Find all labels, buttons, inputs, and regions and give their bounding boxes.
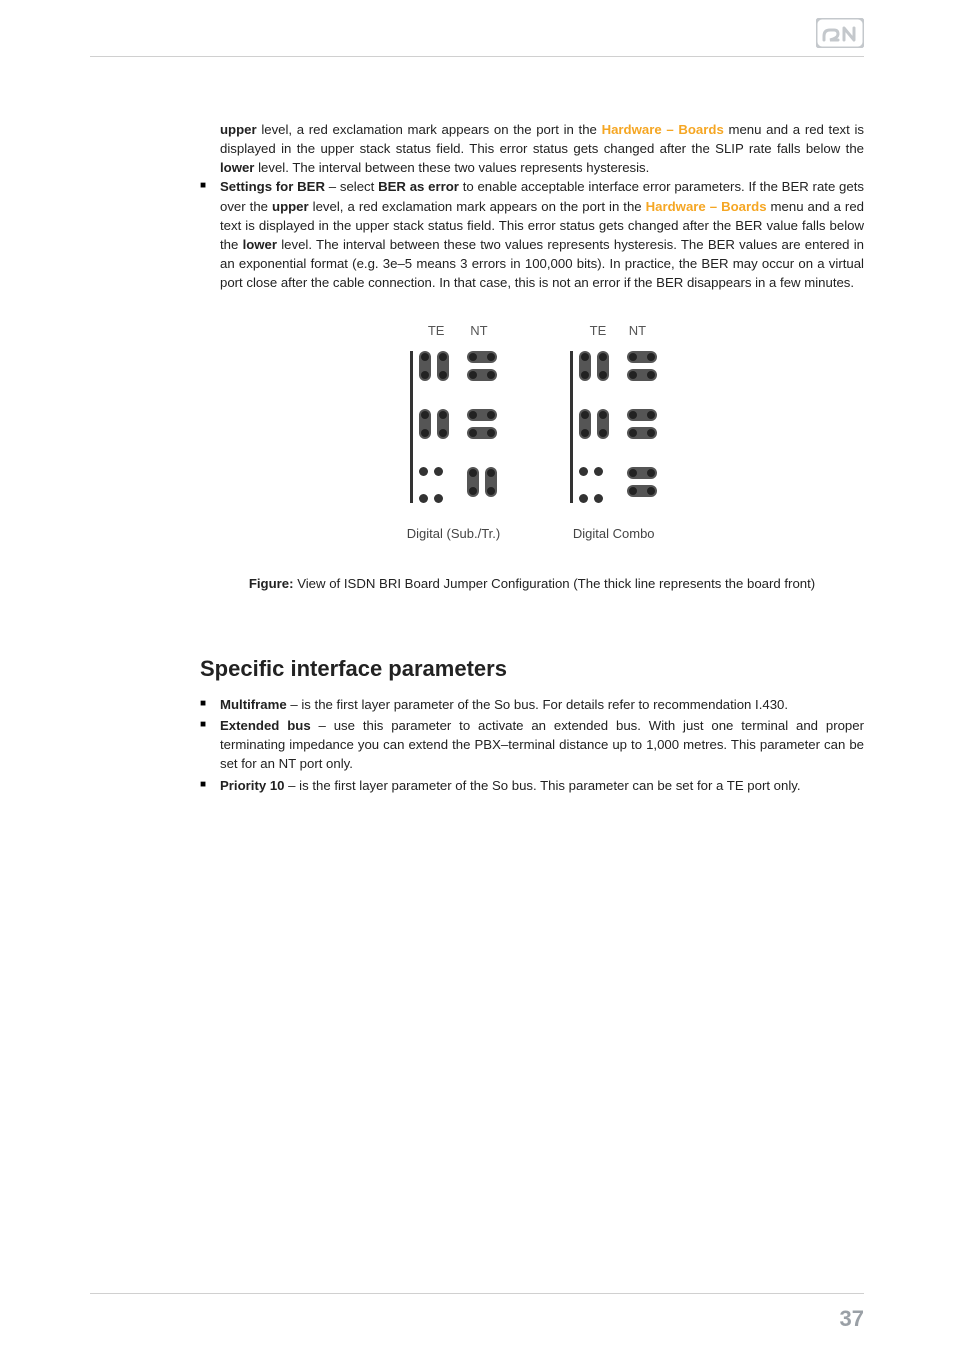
- menu-ref: Hardware – Boards: [602, 122, 724, 137]
- footer-divider: [90, 1293, 864, 1294]
- text-bold: lower: [243, 237, 277, 252]
- text: level, a red exclamation mark appears on…: [309, 199, 646, 214]
- paragraph-continuation: upper level, a red exclamation mark appe…: [200, 120, 864, 177]
- menu-ref: Hardware – Boards: [646, 199, 767, 214]
- text-bold: Priority 10: [220, 778, 285, 793]
- bullet-item-multiframe: Multiframe – is the first layer paramete…: [200, 695, 864, 714]
- board-digital-combo: TE NT: [570, 322, 657, 544]
- board-caption: Digital (Sub./Tr.): [407, 525, 500, 544]
- text: – is the first layer parameter of the So…: [285, 778, 801, 793]
- text: level. The interval between these two va…: [254, 160, 649, 175]
- jumper-diagram: TE NT: [200, 322, 864, 544]
- text-bold: upper: [272, 199, 309, 214]
- figure-text: View of ISDN BRI Board Jumper Configurat…: [294, 576, 816, 591]
- board-digital-sub-tr: TE NT: [407, 322, 500, 544]
- label-te: TE: [415, 322, 458, 341]
- bullet-item-priority-10: Priority 10 – is the first layer paramet…: [200, 776, 864, 795]
- page-content: upper level, a red exclamation mark appe…: [200, 120, 864, 797]
- board-caption: Digital Combo: [573, 525, 655, 544]
- bullet-item-ber: Settings for BER – select BER as error t…: [200, 177, 864, 292]
- bullet-item-extended-bus: Extended bus – use this parameter to act…: [200, 716, 864, 773]
- figure-label: Figure:: [249, 576, 294, 591]
- text: level. The interval between these two va…: [220, 237, 864, 290]
- label-te: TE: [578, 322, 618, 341]
- page-number: 37: [840, 1306, 864, 1332]
- header-divider: [90, 56, 864, 57]
- text-bold: lower: [220, 160, 254, 175]
- brand-logo: [816, 18, 864, 53]
- text-bold: Multiframe: [220, 697, 287, 712]
- section-heading: Specific interface parameters: [200, 653, 864, 685]
- text-bold: Settings for BER: [220, 179, 325, 194]
- label-nt: NT: [458, 322, 501, 341]
- text: level, a red exclamation mark appears on…: [257, 122, 602, 137]
- text-bold: Extended bus: [220, 718, 311, 733]
- text-bold: upper: [220, 122, 257, 137]
- board-front-bar: [570, 351, 573, 503]
- board-front-bar: [410, 351, 413, 503]
- label-nt: NT: [618, 322, 658, 341]
- text: – select: [325, 179, 378, 194]
- text: – use this parameter to activate an exte…: [220, 718, 864, 771]
- text: – is the first layer parameter of the So…: [287, 697, 788, 712]
- figure-caption: Figure: View of ISDN BRI Board Jumper Co…: [200, 574, 864, 593]
- text-bold: BER as error: [378, 179, 459, 194]
